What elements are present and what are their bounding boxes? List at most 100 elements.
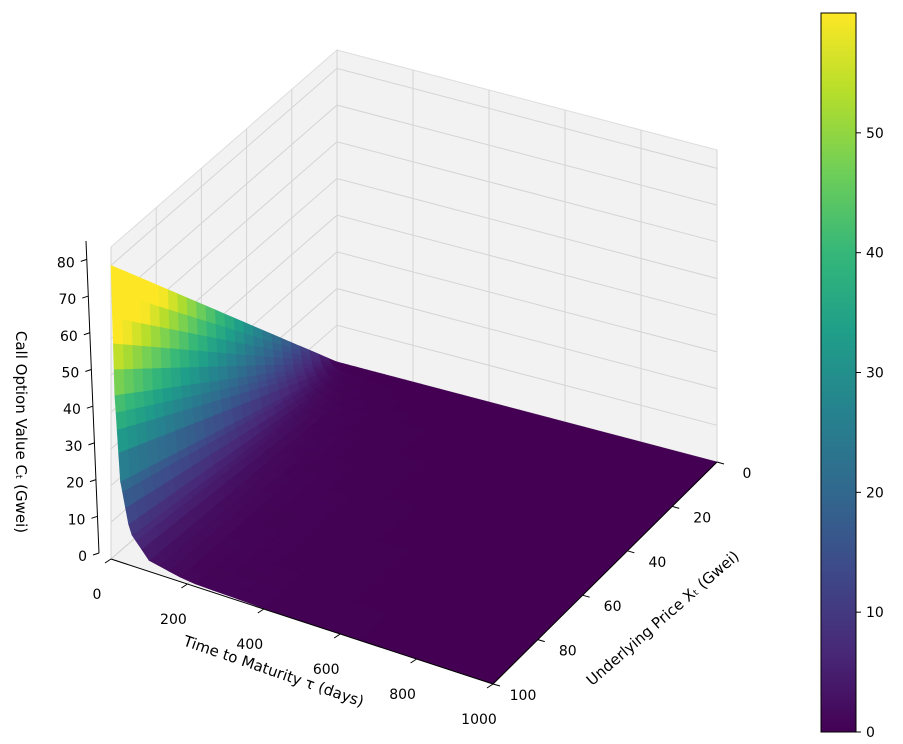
surface-patch (170, 385, 183, 401)
x-tick-mark (257, 608, 265, 614)
x-tick-mark (333, 633, 341, 639)
z-tick-label: 0 (78, 549, 87, 565)
grid-line (110, 141, 718, 340)
surface-patch (161, 386, 173, 403)
colorbar-tick-label: 30 (866, 366, 884, 382)
surface-patch (111, 290, 123, 320)
surface-patch (189, 366, 200, 385)
surface-patch (159, 326, 171, 349)
surface-patch (120, 268, 131, 298)
surface-patch (167, 289, 179, 313)
y-tick-mark (582, 594, 590, 598)
surface-patch (157, 285, 169, 310)
surface-patch (169, 347, 181, 368)
surface-patch (225, 352, 237, 367)
surface-patch (138, 276, 150, 304)
surface-patch (130, 296, 142, 324)
surface-patch (196, 333, 208, 352)
z-tick-mark (91, 515, 98, 519)
surface-patch (177, 311, 189, 333)
surface-patch (226, 365, 238, 380)
y-tick-label: 40 (648, 555, 666, 571)
z-tick-label: 40 (63, 402, 81, 418)
x-tick-label: 200 (160, 612, 187, 628)
z-tick-mark (82, 295, 89, 299)
surface-patch (207, 350, 218, 367)
surface-patch (190, 393, 203, 408)
surface-patch (145, 418, 157, 442)
surface-patch (131, 320, 142, 346)
surface-patch (141, 367, 153, 392)
grid-line (110, 67, 718, 266)
surface-patch (235, 353, 247, 367)
surface-patch (283, 363, 295, 372)
x-tick-mark (486, 683, 494, 689)
surface-patch (167, 308, 179, 331)
colorbar-tick-label: 10 (866, 605, 884, 621)
colorbar: 0 10 20 30 40 50 (820, 12, 884, 741)
x-tick-label: 1000 (461, 712, 497, 728)
y-tick-label: 60 (604, 599, 622, 615)
surface-patch (192, 404, 204, 424)
surface-patch (178, 330, 189, 351)
surface-patch (116, 426, 129, 454)
surface-patch (143, 403, 156, 422)
surface-patch (254, 354, 266, 366)
z-tick-label: 30 (65, 439, 83, 455)
x-tick-label: 600 (313, 662, 340, 678)
y-tick-label: 100 (510, 688, 537, 704)
z-tick-label: 80 (57, 255, 75, 271)
colorbar-tick-label: 20 (866, 485, 884, 501)
z-tick-mark (86, 405, 94, 409)
surface-patch (151, 367, 163, 391)
colorbar-tick-label: 50 (866, 126, 884, 142)
z-tick-mark (92, 552, 100, 556)
y-axis-line (492, 461, 718, 685)
surface-patch (182, 407, 195, 428)
surface-patch (172, 397, 184, 414)
surface-patch (112, 342, 124, 370)
surface-patch (180, 384, 192, 399)
y-tick-label: 0 (743, 466, 752, 482)
surface-patch (173, 409, 185, 431)
surface-patch (273, 364, 285, 373)
z-tick-mark (83, 332, 90, 336)
surface-patch (123, 368, 135, 395)
x-tick-label: 800 (389, 687, 416, 703)
surface-patch (139, 299, 151, 326)
surface-patch (135, 420, 148, 446)
surface-patch (140, 322, 152, 347)
surface-patch (208, 380, 220, 393)
surface-patch (178, 348, 190, 368)
y-tick-mark (492, 683, 501, 687)
surface-patch (148, 281, 160, 307)
y-tick-mark (537, 639, 545, 643)
surface-patch (149, 324, 161, 348)
y-tick-mark (716, 461, 725, 465)
z-tick-mark (85, 368, 92, 372)
surface-patch (170, 366, 182, 388)
surface-patch (254, 364, 266, 376)
surface-patch (141, 345, 153, 369)
x-axis-line (110, 558, 494, 685)
surface-patch (153, 401, 165, 419)
surface-patch (227, 377, 239, 389)
surface-patch (120, 293, 132, 322)
colorbar-ticks: 0 10 20 30 40 50 (856, 126, 884, 741)
option-value-surface (110, 264, 718, 685)
surface-patch (206, 335, 218, 353)
z-tick-label: 50 (62, 365, 80, 381)
z-tick-label: 10 (68, 512, 86, 528)
x-tick-labels: 0 200 400 600 800 1000 (93, 587, 497, 728)
surface-patch (122, 343, 134, 370)
surface-patch (115, 409, 127, 430)
surface-patch (150, 346, 162, 369)
surface-patch (123, 392, 136, 411)
y-tick-labels: 0 20 40 60 80 100 (510, 466, 752, 704)
surface-patch (142, 389, 154, 407)
surface-patch (162, 399, 174, 417)
surface-patch (273, 356, 284, 365)
z-tick-label: 70 (58, 292, 76, 308)
surface-patch (179, 366, 191, 387)
